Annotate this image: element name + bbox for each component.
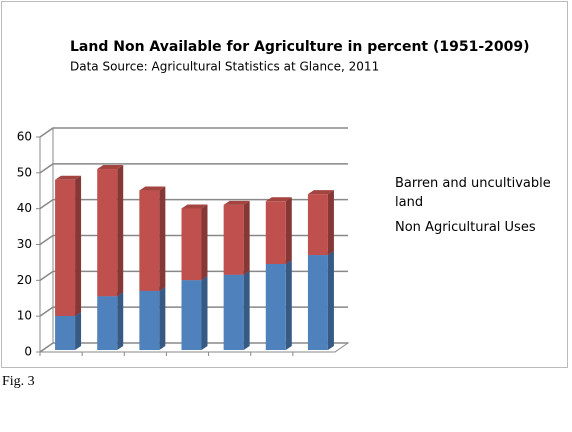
- bar-side: [201, 204, 208, 281]
- y-tick-label: 0: [24, 345, 32, 359]
- bar-top: [55, 175, 82, 180]
- bar: [181, 208, 202, 281]
- y-tick-label: 20: [17, 273, 32, 287]
- bar: [55, 315, 76, 350]
- bar: [307, 194, 328, 256]
- bar-side: [285, 260, 292, 350]
- bar-side: [285, 197, 292, 264]
- bar-side: [159, 286, 166, 350]
- bar: [265, 264, 286, 350]
- bar: [97, 296, 118, 350]
- y-tick-label: 60: [17, 130, 32, 144]
- y-tick-label: 30: [17, 237, 32, 251]
- grid-line: [39, 306, 348, 317]
- chart-title: Land Non Available for Agriculture in pe…: [70, 39, 530, 55]
- bar-side: [75, 175, 82, 316]
- bar-side: [327, 251, 334, 350]
- bar-top: [97, 165, 124, 170]
- bar: [223, 274, 244, 350]
- y-tick-label: 40: [17, 201, 32, 215]
- bar-side: [117, 165, 124, 297]
- y-tick-label: 50: [17, 165, 32, 179]
- grid-line: [39, 198, 348, 210]
- bar-top: [307, 190, 334, 195]
- bar-side: [243, 270, 250, 350]
- bar: [307, 255, 328, 350]
- bar-side: [117, 292, 124, 350]
- chart-frame: [1, 1, 568, 368]
- bar-side: [327, 190, 334, 256]
- legend-entry: Non Agricultural Uses: [395, 220, 536, 235]
- bar-side: [159, 186, 166, 291]
- bar-top: [223, 200, 250, 205]
- bar-side: [243, 200, 250, 275]
- bar: [97, 169, 118, 297]
- bar-top: [181, 204, 208, 209]
- grid-line: [39, 127, 348, 138]
- bar: [55, 179, 76, 316]
- y-tick-label: 10: [17, 309, 32, 323]
- grid-line: [39, 342, 348, 353]
- bar-top: [139, 186, 166, 191]
- grid-line: [39, 270, 348, 281]
- bar-side: [201, 276, 208, 350]
- figure-caption: Fig. 3: [2, 374, 35, 389]
- grid-line: [39, 234, 348, 246]
- bar-top: [265, 197, 292, 202]
- legend: Barren and uncultivable land Non Agricult…: [395, 174, 560, 243]
- bar: [139, 190, 160, 291]
- grid-line: [39, 163, 348, 174]
- bar: [181, 280, 202, 350]
- legend-entry: Barren and uncultivable land: [395, 176, 551, 210]
- bar: [265, 201, 286, 264]
- bar: [139, 290, 160, 350]
- bar-side: [75, 311, 82, 350]
- bar: [223, 204, 244, 275]
- chart-subtitle: Data Source: Agricultural Statistics at …: [70, 60, 379, 74]
